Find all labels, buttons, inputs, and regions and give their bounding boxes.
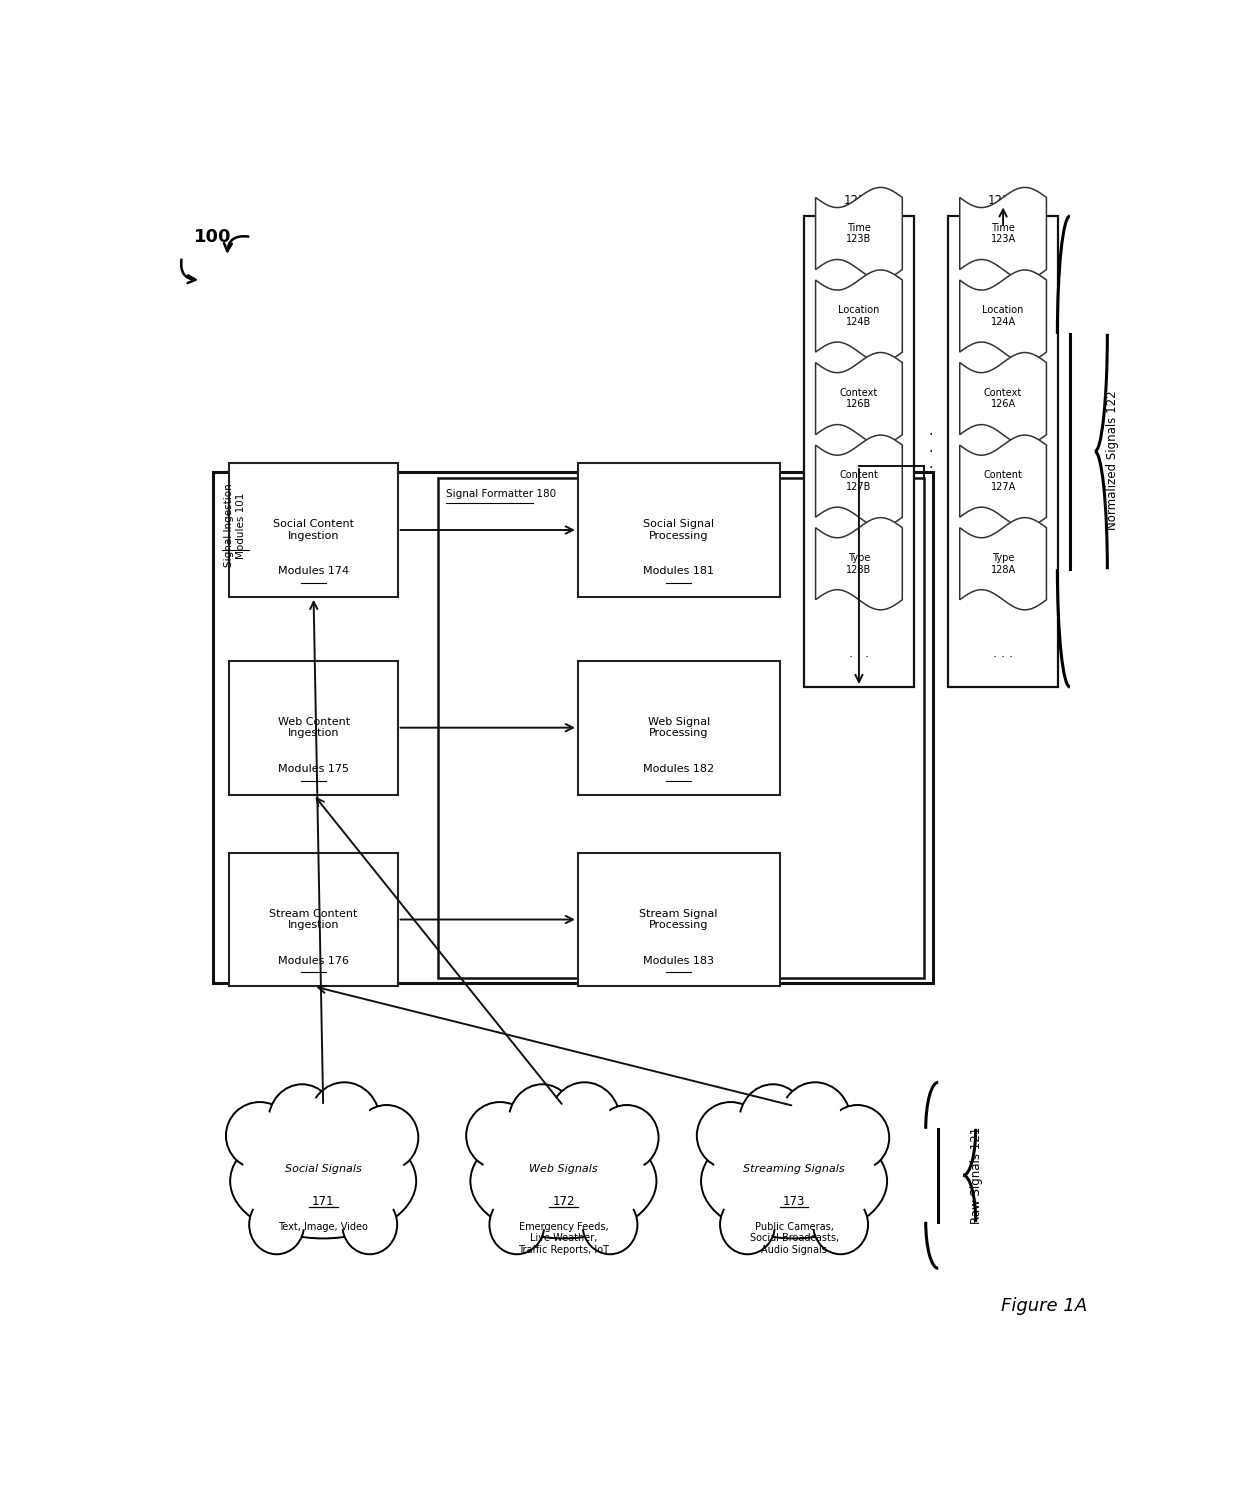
Ellipse shape (470, 1123, 656, 1238)
FancyBboxPatch shape (578, 661, 780, 794)
Text: 172: 172 (552, 1194, 574, 1208)
Text: Content
127A: Content 127A (983, 471, 1023, 492)
Text: Location
124B: Location 124B (838, 305, 879, 326)
Ellipse shape (226, 1102, 294, 1169)
Ellipse shape (317, 1092, 371, 1152)
PathPatch shape (816, 435, 903, 527)
FancyBboxPatch shape (578, 853, 780, 986)
FancyBboxPatch shape (229, 853, 398, 986)
Ellipse shape (466, 1102, 534, 1169)
FancyBboxPatch shape (804, 216, 914, 687)
Text: Social Content
Ingestion: Social Content Ingestion (273, 519, 355, 541)
Text: Location
124A: Location 124A (982, 305, 1024, 326)
PathPatch shape (816, 187, 903, 279)
Ellipse shape (813, 1194, 868, 1255)
Ellipse shape (706, 1110, 756, 1161)
Text: Context
126B: Context 126B (839, 388, 878, 409)
Ellipse shape (739, 1084, 807, 1160)
Text: Raw Signals 121: Raw Signals 121 (970, 1126, 983, 1225)
Text: Time
123A: Time 123A (991, 222, 1016, 245)
Ellipse shape (709, 1131, 879, 1231)
Text: Web Signal
Processing: Web Signal Processing (647, 717, 709, 738)
Text: 122B: 122B (843, 193, 874, 207)
Ellipse shape (309, 1083, 381, 1161)
Ellipse shape (475, 1110, 526, 1161)
Text: Web Signals: Web Signals (529, 1164, 598, 1175)
Text: Context
126A: Context 126A (985, 388, 1022, 409)
Ellipse shape (234, 1110, 285, 1161)
FancyBboxPatch shape (578, 464, 780, 596)
Text: Signal Ingestion
Modules 101: Signal Ingestion Modules 101 (224, 483, 246, 568)
FancyBboxPatch shape (213, 471, 934, 983)
Text: Modules 182: Modules 182 (644, 764, 714, 775)
Ellipse shape (779, 1083, 851, 1161)
Text: Stream Content
Ingestion: Stream Content Ingestion (269, 909, 358, 930)
Text: Type
128B: Type 128B (847, 553, 872, 574)
PathPatch shape (816, 270, 903, 362)
Ellipse shape (517, 1093, 568, 1151)
Ellipse shape (249, 1194, 304, 1255)
PathPatch shape (960, 435, 1047, 527)
Ellipse shape (748, 1093, 799, 1151)
PathPatch shape (960, 518, 1047, 610)
Text: Modules 174: Modules 174 (278, 566, 350, 577)
Ellipse shape (833, 1113, 882, 1163)
Ellipse shape (277, 1093, 327, 1151)
FancyBboxPatch shape (947, 216, 1058, 687)
Ellipse shape (548, 1083, 620, 1161)
Ellipse shape (558, 1092, 611, 1152)
Ellipse shape (508, 1084, 577, 1160)
Text: Web Content
Ingestion: Web Content Ingestion (278, 717, 350, 738)
Text: ·
·
·: · · · (929, 429, 934, 474)
PathPatch shape (960, 187, 1047, 279)
Text: Time
123B: Time 123B (847, 222, 872, 245)
Text: Public Cameras,
Social Broadcasts,
Audio Signals: Public Cameras, Social Broadcasts, Audio… (749, 1222, 838, 1255)
Ellipse shape (363, 1113, 410, 1163)
Text: Signal Formatter 180: Signal Formatter 180 (446, 489, 557, 500)
Text: Modules 183: Modules 183 (644, 956, 714, 966)
Ellipse shape (238, 1131, 408, 1231)
Text: Modules 176: Modules 176 (278, 956, 350, 966)
Ellipse shape (595, 1105, 658, 1170)
FancyBboxPatch shape (229, 661, 398, 794)
PathPatch shape (816, 518, 903, 610)
PathPatch shape (816, 352, 903, 445)
Ellipse shape (826, 1105, 889, 1170)
PathPatch shape (960, 352, 1047, 445)
Ellipse shape (720, 1194, 775, 1255)
PathPatch shape (960, 270, 1047, 362)
Text: Social Signals: Social Signals (285, 1164, 362, 1175)
Text: Normalized Signals 122: Normalized Signals 122 (1106, 391, 1120, 530)
Ellipse shape (603, 1113, 651, 1163)
Text: 173: 173 (782, 1194, 805, 1208)
Text: Content
127B: Content 127B (839, 471, 878, 492)
Text: Stream Signal
Processing: Stream Signal Processing (640, 909, 718, 930)
Text: Figure 1A: Figure 1A (1001, 1297, 1087, 1315)
Text: · · ·: · · · (993, 651, 1013, 664)
Text: Modules 175: Modules 175 (278, 764, 350, 775)
Ellipse shape (342, 1194, 397, 1255)
Text: Modules 181: Modules 181 (644, 566, 714, 577)
Text: · · ·: · · · (849, 651, 869, 664)
Ellipse shape (490, 1194, 544, 1255)
Text: 122A: 122A (988, 193, 1018, 207)
Text: Streaming Signals: Streaming Signals (743, 1164, 844, 1175)
Text: 171: 171 (312, 1194, 335, 1208)
Ellipse shape (701, 1123, 887, 1238)
Text: Type
128A: Type 128A (991, 553, 1016, 574)
Text: Emergency Feeds,
Live Weather,
Traffic Reports, IoT: Emergency Feeds, Live Weather, Traffic R… (518, 1222, 609, 1255)
Ellipse shape (355, 1105, 418, 1170)
Ellipse shape (231, 1123, 417, 1238)
Ellipse shape (583, 1194, 637, 1255)
Ellipse shape (268, 1084, 336, 1160)
FancyBboxPatch shape (229, 464, 398, 596)
Text: Text, Image, Video: Text, Image, Video (278, 1222, 368, 1232)
Ellipse shape (697, 1102, 765, 1169)
FancyBboxPatch shape (439, 477, 924, 977)
Ellipse shape (789, 1092, 842, 1152)
Ellipse shape (479, 1131, 649, 1231)
Text: 100: 100 (193, 228, 231, 246)
Text: Social Signal
Processing: Social Signal Processing (644, 519, 714, 541)
